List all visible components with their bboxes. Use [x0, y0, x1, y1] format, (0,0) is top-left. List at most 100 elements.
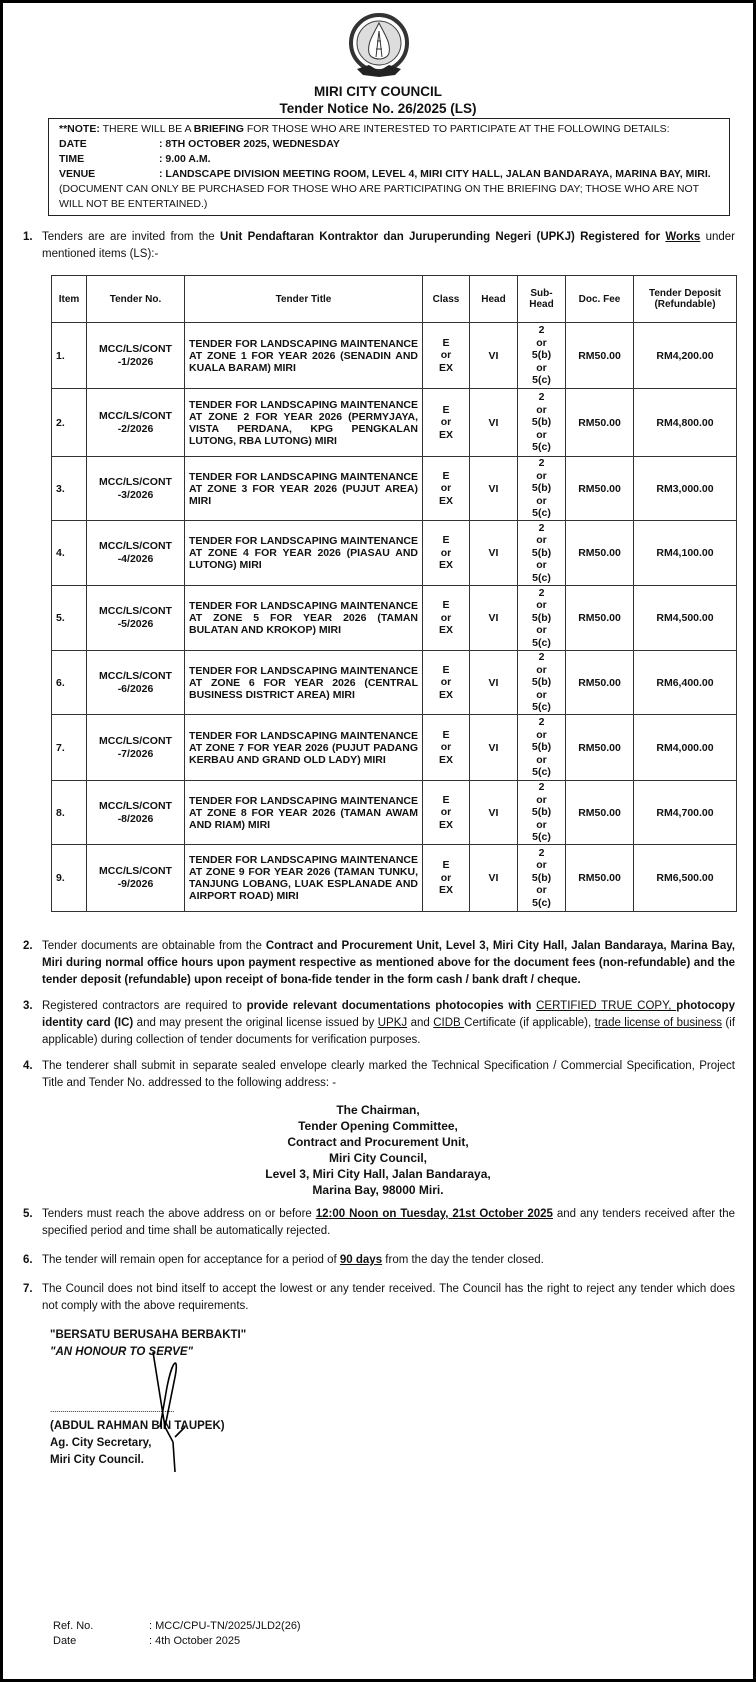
text-segment: and may present the original license iss…: [133, 1017, 378, 1029]
table-header-row: Item Tender No. Tender Title Class Head Sub-H…: [51, 275, 737, 323]
address-line: Miri City Council,: [328, 1151, 427, 1165]
head-cell: VI: [469, 650, 518, 715]
deposit-cell: RM3,000.00: [633, 456, 737, 521]
text-segment: The Council does not bind itself to acce…: [42, 1283, 735, 1312]
doc-fee-cell: RM50.00: [565, 844, 634, 912]
sub-head-cell: 2 or 5(b) or 5(c): [517, 650, 566, 715]
briefing-note-box: **NOTE: THERE WILL BE A BRIEFING FOR THO…: [48, 118, 730, 216]
tender-title-cell: TENDER FOR LANDSCAPING MAINTENANCE AT ZO…: [184, 520, 423, 586]
address-line: Tender Opening Committee,: [298, 1119, 458, 1133]
head-cell: VI: [469, 780, 518, 845]
doc-fee-cell: RM50.00: [565, 388, 634, 457]
column-header: Item: [51, 275, 87, 323]
tender-title-cell: TENDER FOR LANDSCAPING MAINTENANCE AT ZO…: [184, 650, 423, 715]
paragraph-4: 4. The tenderer shall submit in separate …: [23, 1058, 735, 1092]
doc-fee-cell: RM50.00: [565, 714, 634, 781]
time-label: TIME: [59, 153, 85, 165]
motto-malay: "BERSATU BERUSAHA BERBAKTI": [50, 1329, 247, 1341]
class-cell: E or EX: [422, 714, 470, 781]
paragraph-text: Registered contractors are required to p…: [42, 998, 735, 1049]
tender-no-cell: MCC/LS/CONT -9/2026: [86, 844, 185, 912]
table-row: 2. MCC/LS/CONT -2/2026 TENDER FOR LANDSCAP…: [51, 388, 737, 457]
address-line: Contract and Procurement Unit,: [287, 1135, 469, 1149]
submission-address: The Chairman, Tender Opening Committee, Co…: [3, 1102, 753, 1198]
deposit-cell: RM6,400.00: [633, 650, 737, 715]
paragraph-3: 3. Registered contractors are required to…: [23, 998, 735, 1049]
text-segment: photocopy identity card (IC): [42, 1000, 735, 1029]
paragraph-1: 1. Tenders are are invited from the Unit …: [23, 229, 735, 263]
sub-head-cell: 2 or 5(b) or 5(c): [517, 456, 566, 521]
item-cell: 3.: [51, 456, 87, 521]
class-cell: E or EX: [422, 322, 470, 389]
tender-title-cell: TENDER FOR LANDSCAPING MAINTENANCE AT ZO…: [184, 456, 423, 521]
text-segment: under mentioned items (LS):-: [42, 231, 736, 260]
text-segment: Certificate (if applicable),: [464, 1017, 595, 1029]
sub-head-cell: 2 or 5(b) or 5(c): [517, 714, 566, 781]
tender-title-cell: TENDER FOR LANDSCAPING MAINTENANCE AT ZO…: [184, 388, 423, 457]
sub-head-cell: 2 or 5(b) or 5(c): [517, 780, 566, 845]
item-cell: 5.: [51, 585, 87, 651]
motto-english: "AN HONOUR TO SERVE": [50, 1346, 193, 1358]
text-segment: 12:00 Noon on Tuesday, 21st October 2025: [315, 1208, 553, 1220]
paragraph-text: The Council does not bind itself to acce…: [42, 1281, 735, 1315]
text-segment: Registered contractors are required to: [42, 1000, 247, 1012]
class-cell: E or EX: [422, 388, 470, 457]
paragraph-number: 2.: [23, 940, 33, 952]
text-segment: UPKJ: [377, 1017, 408, 1029]
item-cell: 9.: [51, 844, 87, 912]
organization-name: MIRI CITY COUNCIL: [314, 84, 442, 99]
paragraph-number: 6.: [23, 1254, 33, 1266]
venue-label: VENUE: [59, 168, 96, 180]
column-header: Tender Title: [184, 275, 423, 323]
address-line: The Chairman,: [336, 1103, 420, 1117]
item-cell: 6.: [51, 650, 87, 715]
text-segment: Tender documents are obtainable from the: [42, 940, 266, 952]
deposit-cell: RM4,200.00: [633, 322, 737, 389]
date-value: : 4th October 2025: [149, 1635, 241, 1647]
tender-title-cell: TENDER FOR LANDSCAPING MAINTENANCE AT ZO…: [184, 714, 423, 781]
paragraph-number: 3.: [23, 1000, 33, 1012]
table-row: 1. MCC/LS/CONT -1/2026 TENDER FOR LANDSCAP…: [51, 322, 737, 389]
head-cell: VI: [469, 388, 518, 457]
signature-line: ........................................…: [50, 1404, 175, 1414]
item-cell: 7.: [51, 714, 87, 781]
class-cell: E or EX: [422, 456, 470, 521]
table-row: 3. MCC/LS/CONT -3/2026 TENDER FOR LANDSCAP…: [51, 456, 737, 521]
note-prefix: **NOTE:: [59, 123, 100, 135]
doc-fee-cell: RM50.00: [565, 780, 634, 845]
paragraph-5: 5. Tenders must reach the above address o…: [23, 1206, 735, 1240]
tender-no-cell: MCC/LS/CONT -4/2026: [86, 520, 185, 586]
sub-head-cell: 2 or 5(b) or 5(c): [517, 520, 566, 586]
head-cell: VI: [469, 520, 518, 586]
tender-no-cell: MCC/LS/CONT -6/2026: [86, 650, 185, 715]
tender-no-cell: MCC/LS/CONT -5/2026: [86, 585, 185, 651]
note-disclaimer: (DOCUMENT CAN ONLY BE PURCHASED FOR THOS…: [59, 183, 699, 210]
paragraph-text: Tenders are are invited from the Unit Pe…: [42, 229, 735, 263]
table-row: 9. MCC/LS/CONT -9/2026 TENDER FOR LANDSCAP…: [51, 844, 737, 912]
tender-no-cell: MCC/LS/CONT -7/2026: [86, 714, 185, 781]
item-cell: 2.: [51, 388, 87, 457]
miri-city-council-logo: [349, 13, 409, 77]
tender-notice-number: Tender Notice No. 26/2025 (LS): [279, 101, 477, 116]
text-segment: Tenders are are invited from the: [42, 231, 220, 243]
head-cell: VI: [469, 322, 518, 389]
column-header: Tender Deposit (Refundable): [633, 275, 737, 323]
doc-fee-cell: RM50.00: [565, 650, 634, 715]
table-row: 8. MCC/LS/CONT -8/2026 TENDER FOR LANDSCAP…: [51, 780, 737, 845]
deposit-cell: RM4,100.00: [633, 520, 737, 586]
tender-no-cell: MCC/LS/CONT -1/2026: [86, 322, 185, 389]
paragraph-text: The tenderer shall submit in separate se…: [42, 1058, 735, 1092]
text-segment: and: [407, 1017, 434, 1029]
deposit-cell: RM6,500.00: [633, 844, 737, 912]
column-header: Head: [469, 275, 518, 323]
head-cell: VI: [469, 585, 518, 651]
deposit-cell: RM4,500.00: [633, 585, 737, 651]
sub-head-cell: 2 or 5(b) or 5(c): [517, 844, 566, 912]
head-cell: VI: [469, 456, 518, 521]
text-segment: (if applicable) during collection of ten…: [42, 1017, 736, 1046]
text-segment: provide relevant documentations photocop…: [246, 1000, 537, 1012]
date-label: Date: [53, 1635, 77, 1647]
reference-block: Ref. No.: MCC/CPU-TN/2025/JLD2(26) Date:…: [53, 1619, 753, 1679]
date-label: DATE: [59, 138, 87, 150]
